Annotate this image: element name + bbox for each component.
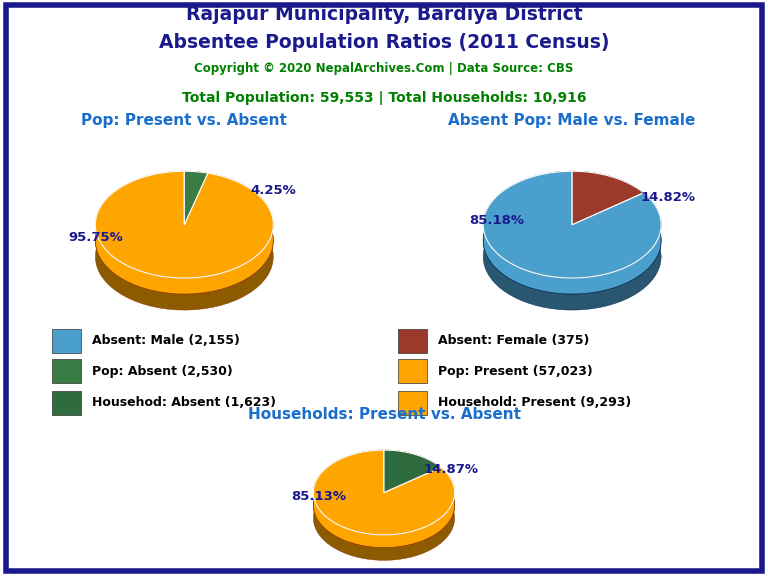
Text: Absent: Male (2,155): Absent: Male (2,155): [91, 335, 240, 347]
Text: Absent: Female (375): Absent: Female (375): [439, 335, 590, 347]
Polygon shape: [184, 187, 208, 205]
FancyBboxPatch shape: [399, 359, 427, 384]
Text: Househod: Absent (1,623): Househod: Absent (1,623): [91, 396, 276, 409]
Text: Copyright © 2020 NepalArchives.Com | Data Source: CBS: Copyright © 2020 NepalArchives.Com | Dat…: [194, 62, 574, 75]
Polygon shape: [384, 450, 441, 480]
Polygon shape: [384, 450, 441, 492]
Text: 14.82%: 14.82%: [641, 191, 696, 204]
Polygon shape: [313, 450, 455, 548]
FancyBboxPatch shape: [399, 329, 427, 353]
Polygon shape: [95, 171, 273, 278]
Polygon shape: [483, 187, 661, 310]
Polygon shape: [313, 450, 455, 535]
Text: Pop: Present vs. Absent: Pop: Present vs. Absent: [81, 113, 287, 128]
Text: 85.18%: 85.18%: [469, 214, 524, 227]
Text: 85.13%: 85.13%: [292, 490, 346, 502]
Polygon shape: [384, 463, 441, 492]
Text: Absent Pop: Male vs. Female: Absent Pop: Male vs. Female: [449, 113, 696, 128]
Text: Pop: Absent (2,530): Pop: Absent (2,530): [91, 365, 233, 378]
Polygon shape: [184, 171, 208, 189]
Text: Households: Present vs. Absent: Households: Present vs. Absent: [247, 407, 521, 422]
Polygon shape: [572, 171, 644, 209]
Polygon shape: [95, 171, 273, 294]
Polygon shape: [184, 171, 208, 225]
Text: 4.25%: 4.25%: [250, 184, 296, 198]
Text: Absentee Population Ratios (2011 Census): Absentee Population Ratios (2011 Census): [159, 33, 609, 52]
Text: 95.75%: 95.75%: [68, 232, 123, 244]
Polygon shape: [572, 171, 644, 225]
Text: 14.87%: 14.87%: [424, 463, 478, 476]
FancyBboxPatch shape: [399, 391, 427, 415]
Polygon shape: [313, 463, 455, 560]
Polygon shape: [95, 187, 273, 310]
Polygon shape: [483, 171, 661, 294]
FancyBboxPatch shape: [52, 359, 81, 384]
Text: Total Population: 59,553 | Total Households: 10,916: Total Population: 59,553 | Total Househo…: [182, 91, 586, 105]
FancyBboxPatch shape: [52, 329, 81, 353]
Polygon shape: [572, 187, 644, 225]
Text: Household: Present (9,293): Household: Present (9,293): [439, 396, 631, 409]
Text: Pop: Present (57,023): Pop: Present (57,023): [439, 365, 593, 378]
Polygon shape: [483, 171, 661, 278]
Text: Rajapur Municipality, Bardiya District: Rajapur Municipality, Bardiya District: [186, 5, 582, 24]
FancyBboxPatch shape: [52, 391, 81, 415]
